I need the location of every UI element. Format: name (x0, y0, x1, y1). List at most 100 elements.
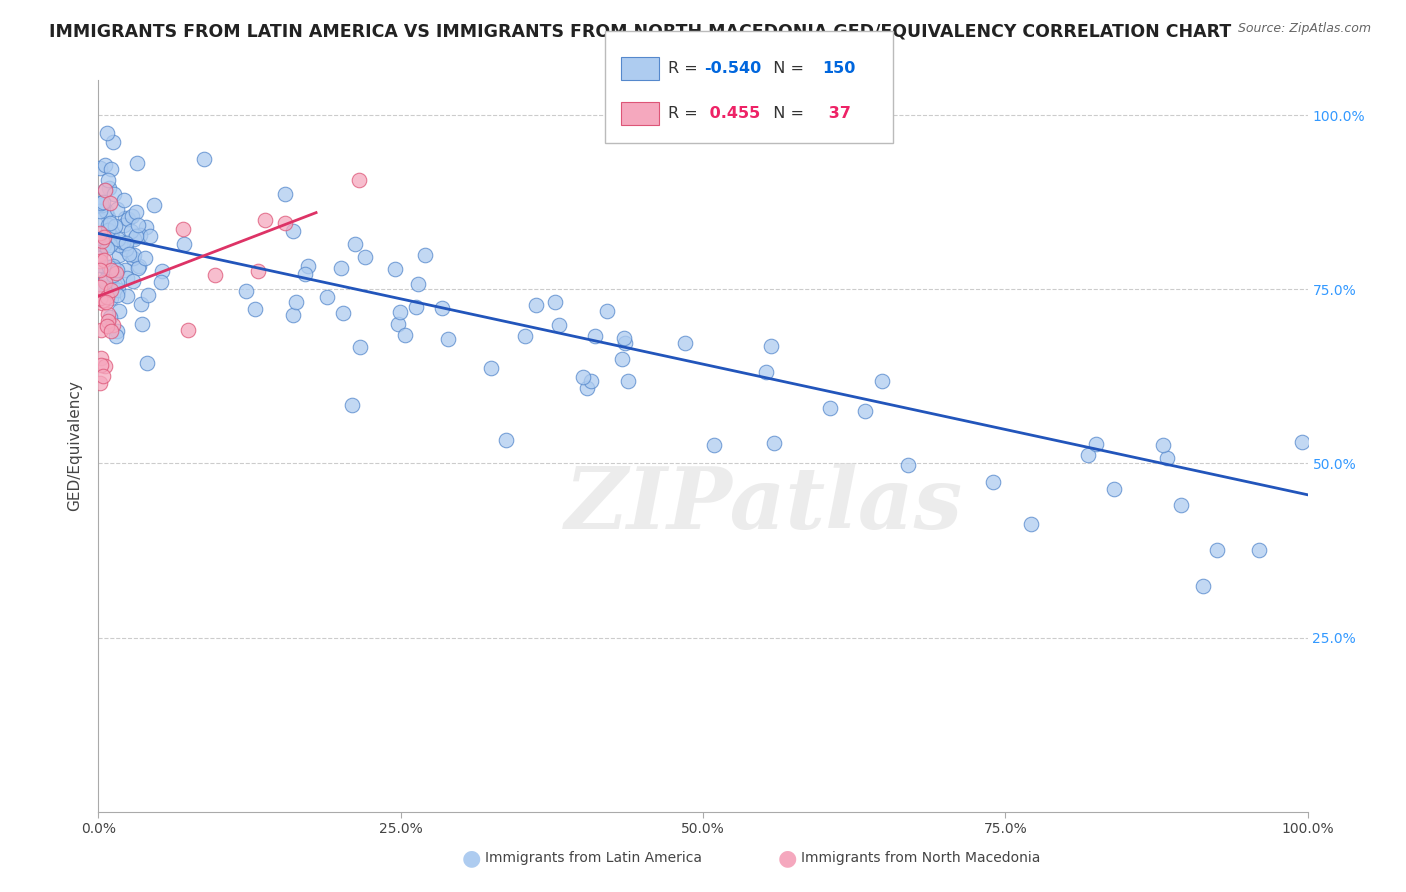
Point (513, 328, 536, 343)
Point (285, 295, 308, 310)
Point (405, 300, 427, 314)
Point (430, 301, 453, 315)
Point (89, 263, 111, 277)
Point (1085, 436, 1108, 450)
Point (139, 228, 162, 243)
Text: R =: R = (668, 62, 703, 76)
Y-axis label: GED/Equivalency: GED/Equivalency (67, 381, 83, 511)
Point (981, 475, 1004, 489)
Point (1206, 543, 1229, 558)
Point (122, 248, 145, 262)
Point (853, 404, 876, 418)
Point (103, 186, 125, 201)
Point (98, 260, 121, 274)
Point (235, 284, 257, 298)
Point (387, 318, 409, 332)
Point (90, 195, 112, 210)
Point (389, 304, 412, 318)
Point (105, 202, 128, 216)
Text: Source: ZipAtlas.com: Source: ZipAtlas.com (1237, 22, 1371, 36)
Point (347, 173, 370, 187)
Point (330, 261, 353, 276)
Point (343, 237, 366, 252)
Point (125, 155, 148, 169)
Point (115, 236, 138, 251)
Point (759, 339, 782, 353)
Point (315, 290, 337, 304)
Point (142, 198, 165, 212)
Point (89, 203, 111, 218)
Point (127, 261, 149, 276)
Point (349, 340, 371, 354)
Point (100, 291, 122, 305)
Text: 0.455: 0.455 (704, 106, 761, 120)
Point (98, 216, 121, 230)
Point (105, 266, 128, 280)
Point (89, 161, 111, 175)
Point (91, 279, 114, 293)
Text: N =: N = (763, 62, 810, 76)
Point (100, 162, 122, 177)
Point (384, 262, 406, 277)
Point (1170, 498, 1192, 512)
Point (332, 306, 354, 320)
Point (122, 231, 145, 245)
Point (274, 187, 297, 202)
Point (294, 267, 316, 281)
Point (94, 275, 117, 289)
Point (90, 198, 112, 212)
Point (89, 251, 111, 265)
Point (131, 317, 153, 331)
Point (97, 224, 120, 238)
Point (89, 198, 111, 212)
Point (114, 262, 136, 277)
Point (89, 280, 111, 294)
Point (583, 329, 606, 343)
Point (107, 283, 129, 297)
Point (340, 398, 363, 412)
Point (524, 298, 547, 312)
Point (394, 327, 416, 342)
Point (571, 370, 593, 384)
Point (96, 319, 118, 334)
Point (108, 248, 131, 262)
Point (897, 458, 920, 472)
Point (281, 224, 304, 238)
Point (101, 318, 124, 332)
Text: R =: R = (668, 106, 703, 120)
Point (128, 259, 150, 273)
Point (93, 238, 115, 252)
Point (1104, 482, 1126, 496)
Point (100, 325, 122, 339)
Point (354, 250, 377, 264)
Point (610, 351, 633, 366)
Point (114, 211, 136, 225)
Point (101, 136, 124, 150)
Point (121, 209, 143, 223)
Point (90, 234, 112, 248)
Point (675, 336, 697, 351)
Point (135, 220, 157, 235)
Point (94, 260, 117, 275)
Point (135, 356, 157, 370)
Point (94, 183, 117, 197)
Point (1191, 579, 1213, 593)
Point (1247, 542, 1270, 557)
Point (544, 294, 567, 309)
Point (613, 331, 636, 345)
Point (94, 294, 117, 309)
Text: ZIPatlas: ZIPatlas (564, 463, 963, 546)
Point (89, 358, 111, 372)
Point (193, 153, 215, 167)
Point (107, 263, 129, 277)
Point (703, 438, 725, 452)
Point (121, 274, 143, 288)
Point (89, 233, 111, 247)
Point (105, 329, 128, 343)
Point (613, 336, 636, 351)
Text: 37: 37 (823, 106, 851, 120)
Point (763, 435, 786, 450)
Point (108, 238, 131, 252)
Point (89, 212, 111, 227)
Point (111, 235, 134, 250)
